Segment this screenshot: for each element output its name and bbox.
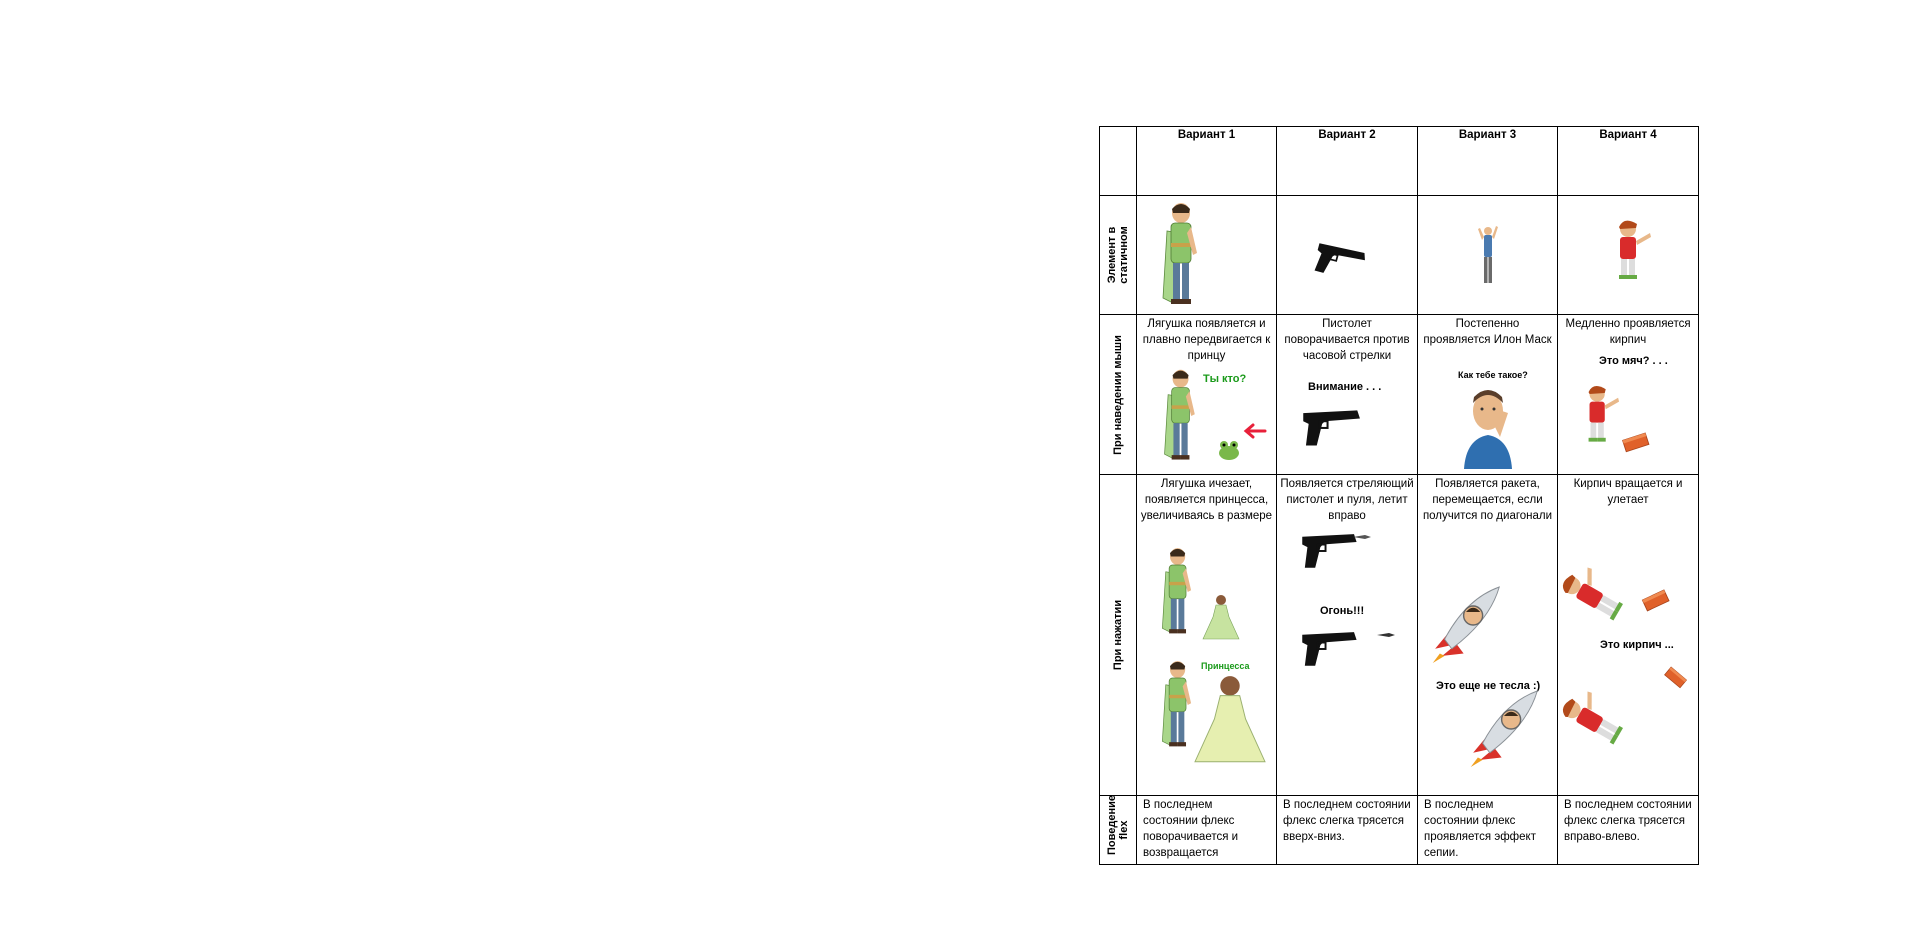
corner-cell — [1099, 126, 1137, 196]
flex-cell-2: В последнем состоянии флекс слегка трясе… — [1276, 795, 1418, 865]
row-label-static: Элемент в статичном — [1099, 195, 1137, 315]
row-label-flex: Поведение flex — [1099, 795, 1137, 865]
pistol-icon — [1301, 533, 1358, 569]
hover-cell-3: Постепенно проявляется Илон Маск Как теб… — [1417, 314, 1558, 475]
variant-1-header: Вариант 1 — [1136, 126, 1277, 196]
hover-caption-2: Внимание . . . — [1308, 381, 1382, 393]
row-label-click: При нажатии — [1099, 474, 1137, 796]
hover-desc-3: Постепенно проявляется Илон Маск — [1423, 318, 1552, 346]
hover-cell-2: Пистолет поворачивается против часовой с… — [1276, 314, 1418, 475]
brick-icon — [1641, 589, 1670, 612]
flex-cell-4: В последнем состоянии флекс слегка трясе… — [1557, 795, 1699, 865]
rocket-icon — [1470, 690, 1538, 768]
hover-desc-1: Лягушка появляется и плавно передвигаетс… — [1142, 318, 1271, 362]
static-cell-1 — [1136, 195, 1277, 315]
click-desc-3: Появляется ракета, перемещается, если по… — [1422, 478, 1553, 522]
arrow-icon — [1243, 423, 1267, 439]
rocket-icon — [1432, 586, 1500, 664]
hover-cell-4: Медленно проявляется кирпич Это мяч? . .… — [1557, 314, 1699, 475]
static-cell-3 — [1417, 195, 1558, 315]
variants-table: Вариант 1 Вариант 2 Вариант 3 Вариант 4 … — [1099, 126, 1699, 865]
brick-icon — [1622, 432, 1650, 453]
hover-caption-4: Это мяч? . . . — [1599, 355, 1668, 367]
frog-icon — [1219, 441, 1239, 460]
click-desc-1: Лягушка ичезает, появляется принцесса, у… — [1140, 478, 1273, 522]
click-cell-4: Кирпич вращается и улетает Это кирпич ..… — [1557, 474, 1699, 796]
pistol-icon — [1311, 240, 1368, 284]
variant-3-header: Вариант 3 — [1417, 126, 1558, 196]
elon-icon — [1464, 390, 1512, 469]
variant-4-header: Вариант 4 — [1557, 126, 1699, 196]
brick-caption: Это кирпич ... — [1600, 639, 1674, 651]
boy-icon — [1588, 386, 1620, 442]
hover-desc-4: Медленно проявляется кирпич — [1565, 318, 1691, 346]
princess-icon — [1194, 676, 1266, 763]
flex-cell-3: В последнем состоянии флекс проявляется … — [1417, 795, 1558, 865]
click-desc-2: Появляется стреляющий пистолет и пуля, л… — [1280, 478, 1414, 522]
fire-caption: Огонь!!! — [1320, 605, 1365, 617]
hover-caption-1: Ты кто? — [1203, 373, 1247, 385]
prince-icon — [1162, 202, 1198, 305]
princess-caption: Принцесса — [1201, 661, 1250, 671]
flex-cell-1: В последнем состоянии флекс поворачивает… — [1136, 795, 1277, 865]
hover-desc-2: Пистолет поворачивается против часовой с… — [1284, 318, 1410, 362]
row-label-hover: При наведении мыши — [1099, 314, 1137, 475]
boy-icon — [1559, 683, 1631, 745]
tesla-caption: Это еще не тесла :) — [1436, 680, 1541, 692]
static-cell-4 — [1557, 195, 1699, 315]
flex-note-4: В последнем состоянии флекс слегка трясе… — [1564, 799, 1692, 843]
boy-icon — [1559, 559, 1631, 621]
prince-icon — [1164, 369, 1196, 460]
prince-icon — [1161, 547, 1192, 634]
bullet-icon — [1353, 535, 1371, 539]
click-cell-3: Появляется ракета, перемещается, если по… — [1417, 474, 1558, 796]
pistol-icon — [1302, 409, 1361, 447]
hover-cell-1: Лягушка появляется и плавно передвигаетс… — [1136, 314, 1277, 475]
click-cell-2: Появляется стреляющий пистолет и пуля, л… — [1276, 474, 1418, 796]
pistol-icon — [1301, 631, 1358, 667]
hover-caption-3: Как тебе такое? — [1458, 370, 1528, 380]
flex-note-2: В последнем состоянии флекс слегка трясе… — [1283, 799, 1411, 843]
click-desc-4: Кирпич вращается и улетает — [1573, 478, 1683, 506]
brick-icon — [1664, 666, 1687, 689]
boy-icon — [1619, 220, 1651, 279]
flex-note-3: В последнем состоянии флекс проявляется … — [1424, 799, 1536, 859]
princess-icon — [1202, 595, 1240, 640]
man-icon — [1478, 226, 1498, 283]
flex-note-1: В последнем состоянии флекс поворачивает… — [1143, 799, 1239, 859]
bullet-icon — [1377, 633, 1395, 637]
prince-icon — [1161, 660, 1192, 747]
click-cell-1: Лягушка ичезает, появляется принцесса, у… — [1136, 474, 1277, 796]
variant-2-header: Вариант 2 — [1276, 126, 1418, 196]
static-cell-2 — [1276, 195, 1418, 315]
